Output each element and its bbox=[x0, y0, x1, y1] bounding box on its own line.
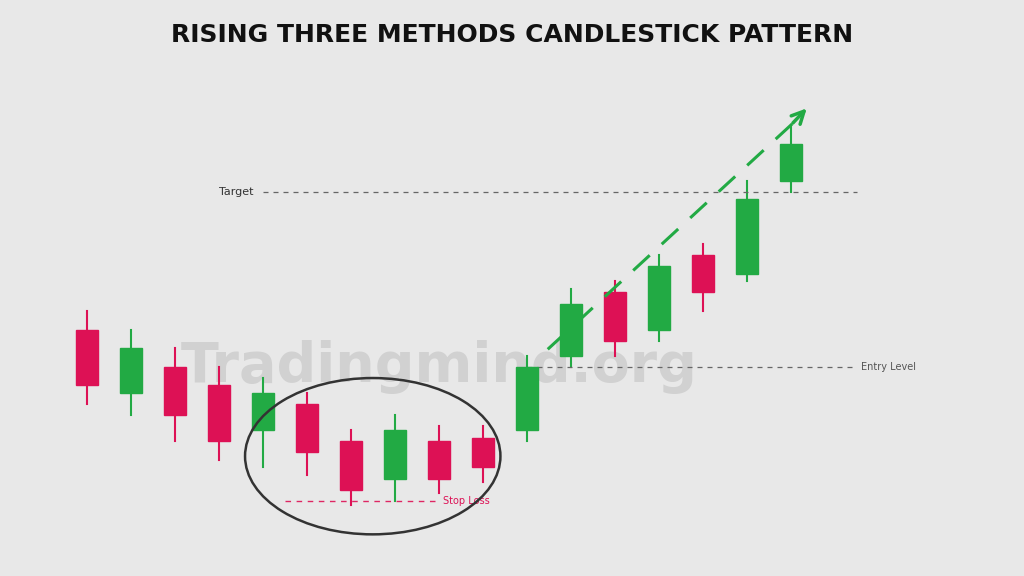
Bar bbox=[604, 293, 626, 341]
Text: Entry Level: Entry Level bbox=[861, 362, 916, 372]
Bar bbox=[208, 385, 229, 441]
Bar bbox=[516, 367, 538, 430]
Bar bbox=[472, 438, 494, 467]
Bar bbox=[648, 266, 670, 329]
Bar bbox=[384, 430, 406, 479]
Bar bbox=[780, 143, 802, 181]
Bar bbox=[560, 304, 582, 356]
Bar bbox=[164, 367, 185, 415]
Text: Target: Target bbox=[219, 187, 254, 197]
Text: Tradingmind.org: Tradingmind.org bbox=[180, 340, 697, 394]
Text: Stop Loss: Stop Loss bbox=[443, 496, 489, 506]
Bar bbox=[76, 329, 97, 385]
Text: RISING THREE METHODS CANDLESTICK PATTERN: RISING THREE METHODS CANDLESTICK PATTERN bbox=[171, 23, 853, 47]
Bar bbox=[252, 393, 273, 430]
Bar bbox=[120, 348, 141, 393]
Bar bbox=[736, 199, 758, 274]
Bar bbox=[296, 404, 317, 453]
Bar bbox=[340, 441, 361, 490]
Bar bbox=[692, 255, 714, 293]
Bar bbox=[428, 441, 450, 479]
